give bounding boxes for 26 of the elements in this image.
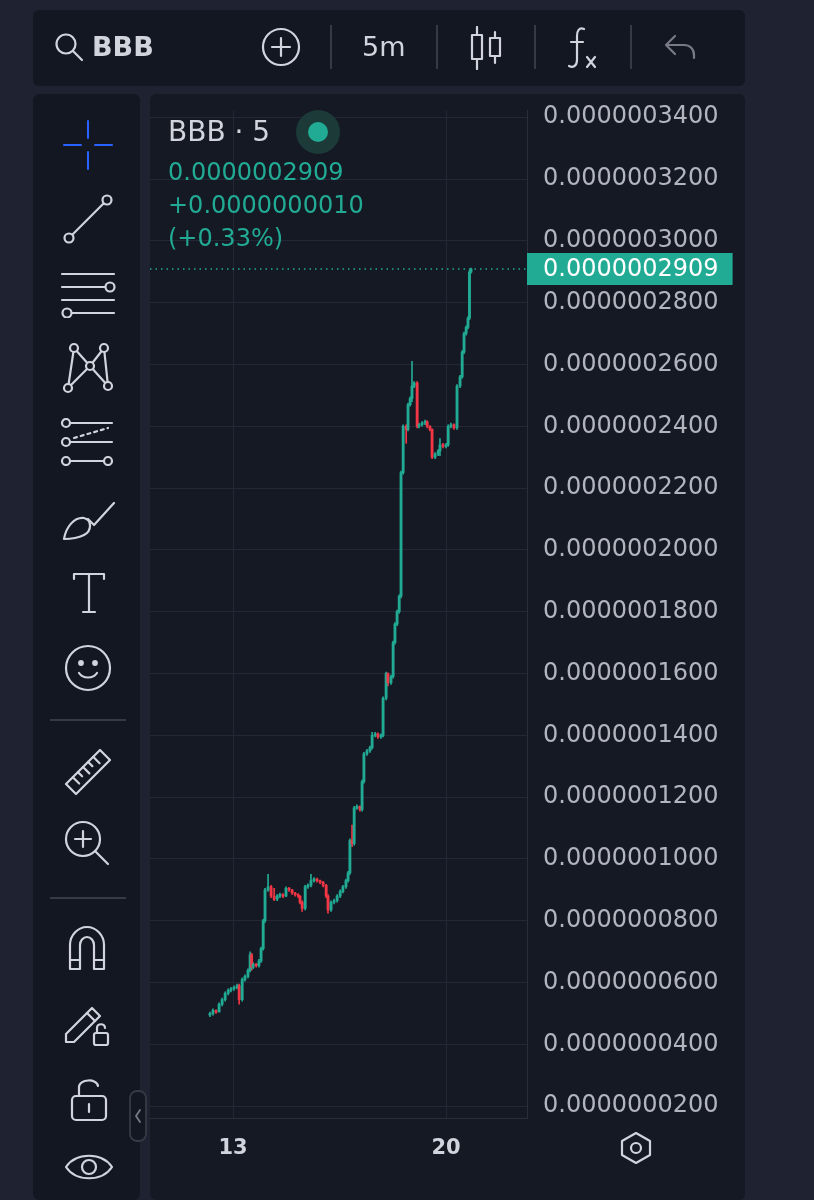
text: 5m — [362, 30, 406, 64]
y-tick-label: 0.0000001200 — [543, 781, 719, 810]
y-tick-label: 0.0000001600 — [543, 657, 719, 686]
annotation: +0.0000000010 — [168, 191, 364, 219]
y-tick-label: 0.0000001000 — [543, 843, 719, 872]
annotation: (+0.33%) — [168, 224, 284, 252]
y-tick-label: 0.0000003000 — [543, 225, 719, 254]
y-tick-label: 0.0000003200 — [543, 163, 719, 192]
y-tick-label: 0.0000000600 — [543, 966, 719, 995]
chart-title: BBB · 5 — [168, 114, 271, 150]
text: BBB — [92, 30, 154, 64]
x-tick-label: 13 — [218, 1135, 248, 1160]
y-tick-label: 0.0000000800 — [543, 905, 719, 934]
y-tick-label: 0.0000002400 — [543, 410, 719, 439]
ref-line-label: 0.0000002909 — [543, 254, 719, 283]
y-tick-label: 0.0000003400 — [543, 101, 719, 130]
x-tick-label: 20 — [431, 1135, 461, 1160]
annotation: 0.0000002909 — [168, 158, 344, 186]
y-tick-label: 0.0000002800 — [543, 286, 719, 315]
y-tick-label: 0.0000000400 — [543, 1028, 719, 1057]
y-tick-label: 0.0000001400 — [543, 719, 719, 748]
y-tick-label: 0.0000002600 — [543, 348, 719, 377]
y-tick-label: 0.0000002200 — [543, 472, 719, 501]
y-tick-label: 0.0000001800 — [543, 595, 719, 624]
y-tick-label: 0.0000002000 — [543, 534, 719, 563]
y-tick-label: 0.0000000200 — [543, 1090, 719, 1119]
